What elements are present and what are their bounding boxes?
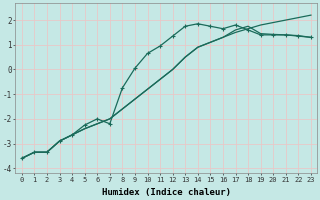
X-axis label: Humidex (Indice chaleur): Humidex (Indice chaleur) <box>102 188 231 197</box>
